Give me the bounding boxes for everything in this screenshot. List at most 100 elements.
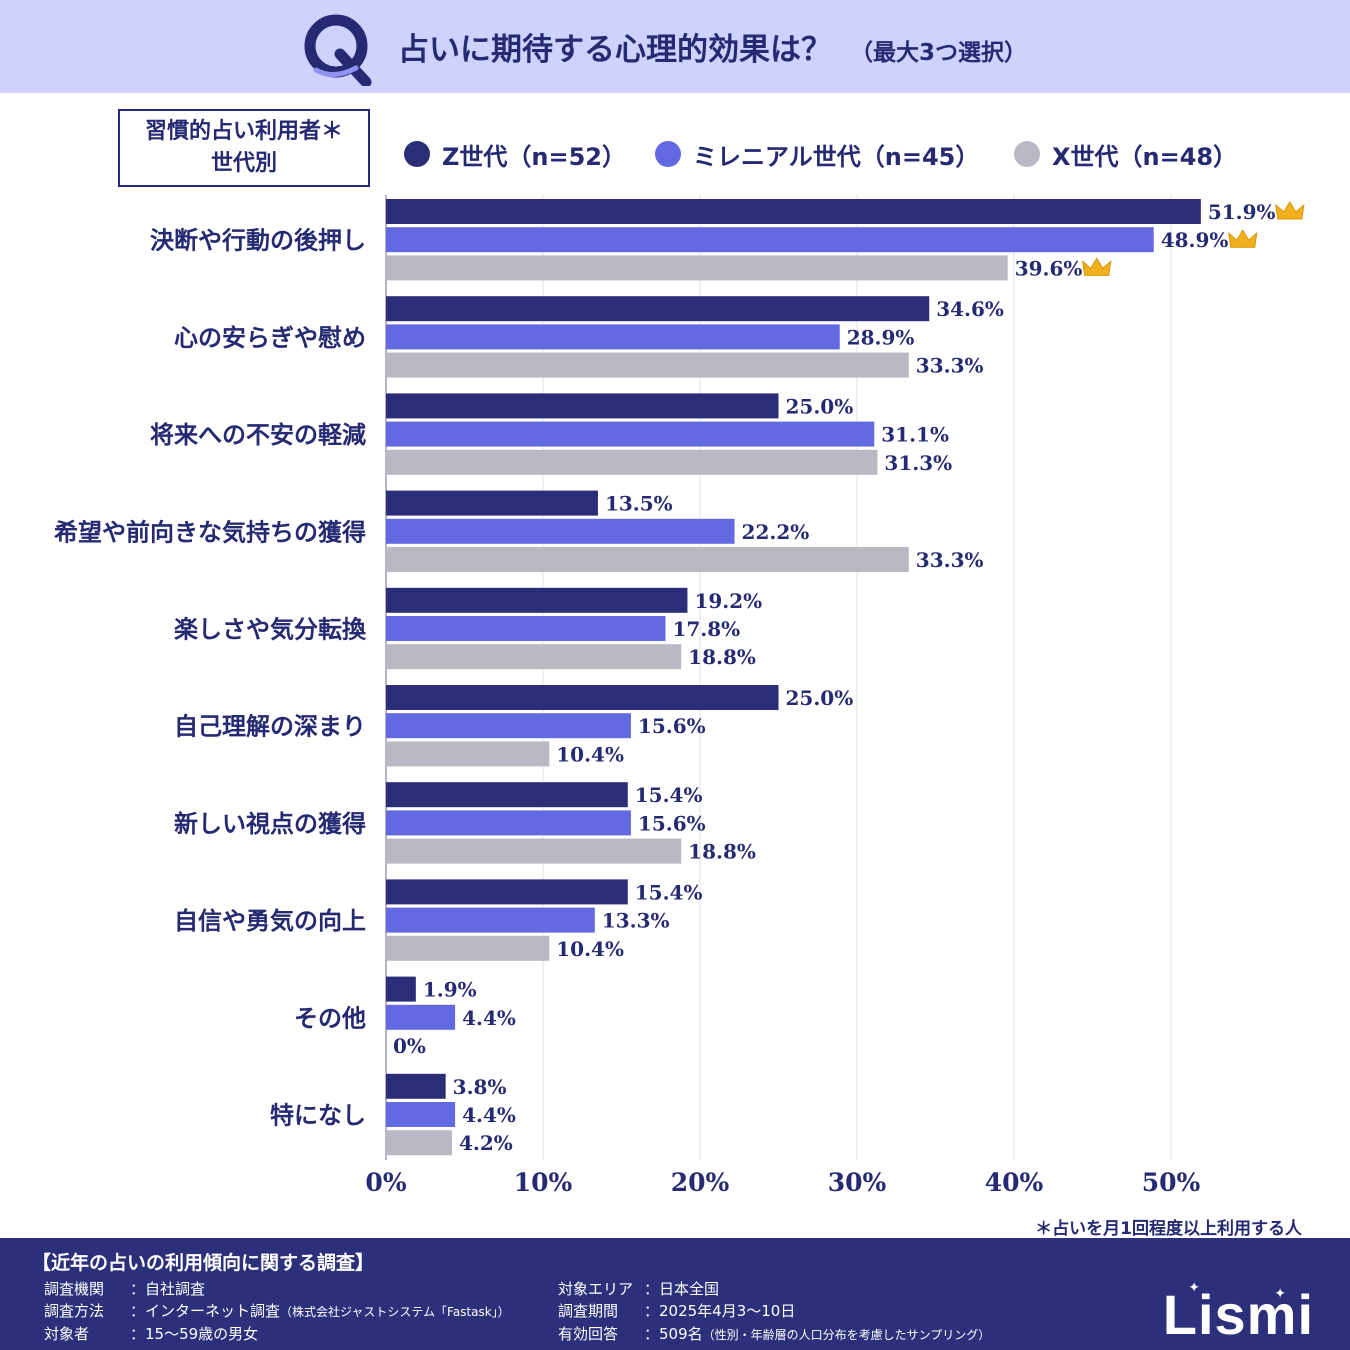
- data-label: 48.9%: [1161, 228, 1229, 252]
- category-label: 特になし: [270, 1102, 366, 1130]
- data-label: 1.9%: [423, 978, 477, 1002]
- legend-item-x: X世代（n=48）: [1014, 137, 1237, 171]
- bar: [386, 393, 779, 419]
- bar: [386, 296, 930, 322]
- crown-icon: [1082, 257, 1112, 276]
- bar: [386, 1073, 446, 1099]
- category-label: 将来への不安の軽減: [150, 421, 366, 449]
- bar: [386, 227, 1154, 253]
- legend-item-z: Z世代（n=52）: [404, 137, 626, 171]
- footer-key: 対象者: [44, 1325, 90, 1343]
- footer-row-target: 対象者 ：15〜59歳の男女: [44, 1323, 258, 1344]
- data-label: 39.6%: [1015, 256, 1083, 280]
- crown-icon: [1275, 201, 1305, 220]
- footer-row-period: 調査期間 ：2025年4月3〜10日: [558, 1300, 795, 1321]
- x-tick-label: 50%: [1142, 1168, 1201, 1197]
- data-label: 22.2%: [742, 520, 810, 544]
- bar: [386, 976, 416, 1002]
- data-label: 0%: [393, 1034, 426, 1058]
- bar: [386, 421, 875, 447]
- footer-key: 調査方法: [44, 1302, 105, 1320]
- footer-key: 対象エリア: [558, 1280, 634, 1298]
- data-label: 51.9%: [1208, 200, 1276, 224]
- category-label: 決断や行動の後押し: [150, 227, 366, 255]
- data-label: 31.3%: [884, 451, 952, 475]
- respondent-group-box: 習慣的占い利用者＊ 世代別: [118, 109, 370, 187]
- bar-chart: 0% 10% 20% 30% 40% 50% 決断や行動の後押し 51.9% 48.9% 39.6…: [54, 195, 1305, 1197]
- footer-note: （性別・年齢層の人口分布を考慮したサンプリング）: [702, 1328, 991, 1342]
- footer-value: ：インターネット調査: [130, 1302, 281, 1320]
- category-label: 自己理解の深まり: [174, 713, 366, 741]
- data-label: 18.8%: [688, 645, 756, 669]
- footer-value: ：509名: [644, 1325, 703, 1343]
- x-tick-label: 0%: [365, 1168, 406, 1197]
- footer-value: ：日本全国: [644, 1280, 720, 1298]
- footer-row-institution: 調査機関 ：自社調査: [44, 1278, 205, 1299]
- bar: [386, 741, 550, 767]
- footer-title: 【近年の占いの利用傾向に関する調査】: [32, 1252, 375, 1274]
- bar: [386, 1130, 452, 1156]
- footer-note: （株式会社ジャストシステム「Fastask」）: [280, 1305, 510, 1319]
- legend-label-millennial: ミレニアル世代（n=45）: [693, 142, 980, 171]
- bar: [386, 838, 682, 864]
- legend-dot-x: [1014, 141, 1040, 167]
- category-label: 新しい視点の獲得: [174, 810, 366, 838]
- bar: [386, 1004, 456, 1030]
- data-label: 15.4%: [635, 880, 703, 904]
- legend-dot-millennial: [655, 141, 681, 167]
- footnote: ＊占いを月1回程度以上利用する人: [1035, 1219, 1302, 1239]
- data-label: 34.6%: [936, 297, 1004, 321]
- bar: [386, 782, 628, 808]
- sparkle-icon: ✦: [1274, 1286, 1286, 1302]
- data-label: 15.6%: [638, 714, 706, 738]
- x-tick-label: 20%: [671, 1168, 730, 1197]
- title-main: 占いに期待する心理的効果は？: [398, 32, 832, 68]
- data-label: 10.4%: [556, 937, 624, 961]
- crown-icon: [1228, 229, 1258, 248]
- bar: [386, 644, 682, 670]
- data-label: 15.4%: [635, 783, 703, 807]
- category-label: 自信や勇気の向上: [174, 907, 366, 935]
- footer-row-method: 調査方法 ：インターネット調査（株式会社ジャストシステム「Fastask」）: [44, 1300, 510, 1321]
- bar: [386, 518, 735, 544]
- data-label: 13.3%: [602, 909, 670, 933]
- bar: [386, 587, 688, 613]
- data-label: 28.9%: [847, 325, 915, 349]
- data-label: 25.0%: [786, 394, 854, 418]
- data-label: 15.6%: [638, 811, 706, 835]
- data-label: 25.0%: [786, 686, 854, 710]
- legend-dot-z: [404, 141, 430, 167]
- bar: [386, 935, 550, 961]
- category-label: 心の安らぎや慰め: [174, 324, 366, 352]
- q-icon: [304, 14, 372, 86]
- category-label: 楽しさや気分転換: [174, 616, 367, 644]
- bar: [386, 255, 1008, 281]
- x-tick-label: 30%: [828, 1168, 887, 1197]
- data-label: 3.8%: [453, 1075, 507, 1099]
- survey-footer: 【近年の占いの利用傾向に関する調査】 調査機関 ：自社調査 調査方法 ：インターネッ…: [0, 1238, 1350, 1350]
- lismi-logo: Lismi: [1162, 1283, 1314, 1346]
- bar: [386, 713, 631, 739]
- footer-value: ：2025年4月3〜10日: [644, 1302, 796, 1320]
- x-tick-label: 10%: [514, 1168, 573, 1197]
- footer-key: 調査機関: [44, 1280, 105, 1298]
- bar: [386, 449, 878, 475]
- group-box-line2: 世代別: [210, 151, 277, 176]
- legend-item-millennial: ミレニアル世代（n=45）: [655, 137, 979, 171]
- bar: [386, 547, 909, 572]
- data-label: 4.4%: [462, 1006, 516, 1030]
- bar: [386, 879, 628, 905]
- legend-label-z: Z世代（n=52）: [442, 142, 626, 171]
- footer-value: ：自社調査: [130, 1280, 206, 1298]
- page-title: 占いに期待する心理的効果は？ （最大3つ選択）: [398, 24, 1027, 69]
- data-label: 31.1%: [881, 423, 949, 447]
- data-label: 4.4%: [462, 1103, 516, 1127]
- group-box-line1: 習慣的占い利用者＊: [144, 119, 343, 144]
- sparkle-icon: ✦: [1188, 1280, 1200, 1296]
- data-label: 13.5%: [605, 492, 673, 516]
- bar: [386, 490, 598, 516]
- title-subtitle: （最大3つ選択）: [850, 40, 1028, 66]
- data-label: 10.4%: [556, 742, 624, 766]
- data-label: 33.3%: [916, 548, 984, 572]
- data-label: 17.8%: [672, 617, 740, 641]
